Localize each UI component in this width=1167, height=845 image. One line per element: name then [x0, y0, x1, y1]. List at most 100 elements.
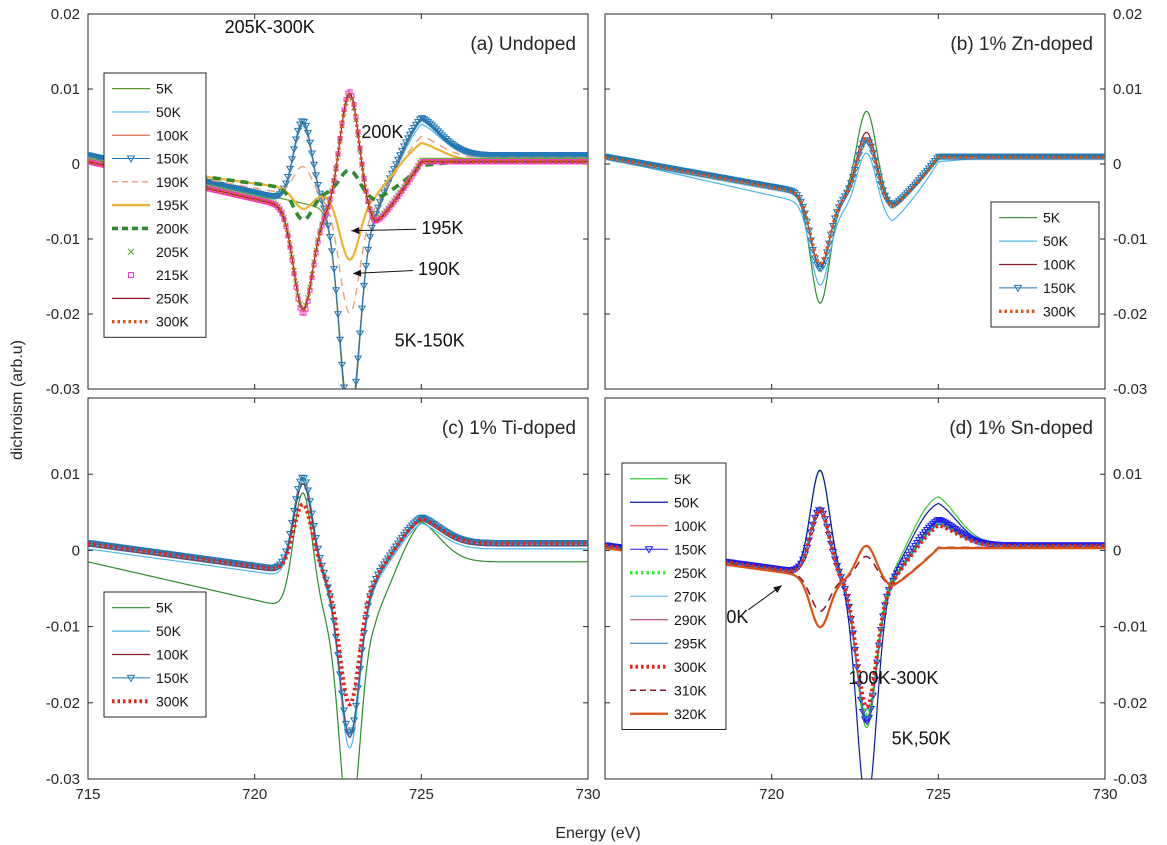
series-a-150k-point: [407, 128, 417, 136]
series-a-150k-point: [333, 311, 343, 319]
series-a-150k-point: [305, 139, 315, 147]
panel-a-ytick-label: 0.01: [51, 81, 80, 98]
legend-a-150k-marker: [126, 155, 136, 164]
series-c-5k-line: [88, 492, 588, 779]
legend-d-50k-label: 50K: [674, 494, 700, 510]
series-c-150k-point: [299, 474, 309, 482]
panel-c-ytick-label: -0.02: [46, 695, 80, 712]
panel-d: -0.03 -0.02 -0.01 0 0.01 720 725 730 (d) 1% Sn-d…: [604, 397, 1147, 803]
legend-d-250k-label: 250K: [674, 565, 707, 581]
series-c-150k-point: [283, 540, 293, 548]
annotation-a-190k: 190K: [418, 259, 460, 279]
annotation-a-200k: 200K: [361, 122, 403, 142]
panel-b-ytick-label: 0: [1113, 156, 1121, 173]
series-a-150k-point: [583, 152, 588, 160]
legend-d-290k-label: 290K: [674, 612, 707, 628]
legend-a-195k-label: 195K: [156, 197, 189, 213]
legend-a-215k-marker: [128, 272, 134, 279]
annotation-a-arrowhead: [351, 227, 360, 235]
legend-a: 5K 50K 100K 150K 190K 195K 200K 205K 215K 250K 300…: [103, 72, 207, 338]
series-a-150k-point: [373, 204, 383, 212]
series-c-300k-line: [88, 502, 588, 707]
series-a-150k-point: [281, 180, 291, 188]
series-a-150k-point: [367, 224, 377, 232]
annotation-a-205k-300k: 205K-300K: [225, 17, 315, 37]
panel-d-xtick-label: 730: [1092, 786, 1117, 803]
series-a-150k-point: [301, 122, 311, 130]
legend-d-300k-label: 300K: [674, 659, 707, 675]
panel-c-ytick-label: 0.01: [51, 466, 80, 483]
series-c-150k-point: [305, 498, 315, 506]
series-c-150k-point: [285, 530, 295, 538]
series-a-150k-point: [397, 147, 407, 155]
legend-d-150k-marker: [644, 546, 654, 554]
series-a-150k-point: [429, 124, 439, 132]
series-a-150k-point: [307, 150, 317, 158]
series-a-150k-point: [391, 161, 401, 169]
series-c-150k-point: [333, 652, 343, 660]
series-a-150k-point: [351, 378, 361, 386]
series-a-150k-point: [311, 172, 321, 180]
series-c-150k-point: [291, 496, 301, 504]
legend-b-50k-label: 50K: [1043, 233, 1069, 249]
series-a-150k-point: [425, 120, 435, 128]
series-a-150k-point: [405, 131, 415, 139]
series-a-150k-point: [409, 124, 419, 132]
legend-a-205k-marker: [127, 248, 135, 256]
panel-d-ytick-label: -0.03: [1113, 771, 1147, 788]
panel-d-xtick-label: 725: [926, 786, 951, 803]
series-a-150k-point: [395, 152, 405, 160]
series-c-150k-point: [347, 727, 357, 735]
series-a-150k-point: [329, 266, 339, 274]
x-axis-title: Energy (eV): [555, 825, 640, 842]
legend-c-300k-label: 300K: [156, 693, 189, 709]
series-a-150k-point: [291, 136, 301, 144]
legend-c-150k-marker: [126, 674, 136, 683]
panel-d-xtick-label: 720: [759, 786, 784, 803]
legend-d-270k-label: 270K: [674, 588, 707, 604]
series-a-150k-point: [331, 287, 341, 295]
panel-a-ytick-label: 0.02: [51, 6, 80, 23]
panel-c-ytick-label: -0.03: [46, 771, 80, 788]
panel-d-ytick-label: -0.02: [1113, 695, 1147, 712]
series-a-150k-point: [303, 130, 313, 138]
panel-b-series: [605, 110, 1105, 304]
series-a-150k-point: [287, 156, 297, 164]
series-c-150k-point: [323, 584, 333, 592]
series-a-150k-point: [285, 165, 295, 173]
series-b-150k-point: [806, 237, 816, 245]
panel-c: -0.03 -0.02 -0.01 0 0.01 715 720 725 730 (c) 1% T…: [46, 397, 601, 803]
panel-d-ytick-label: 0.01: [1113, 466, 1142, 483]
series-b-150k-point: [790, 190, 800, 198]
series-b-150k-point: [812, 261, 822, 269]
panel-b-ytick-label: 0.01: [1113, 81, 1142, 98]
legend-d-310k-label: 310K: [674, 682, 707, 698]
series-b-150k-point: [866, 143, 876, 151]
panel-b-ytick-label: 0.02: [1113, 6, 1142, 23]
series-a-150k-point: [363, 246, 373, 254]
legend-a-215k-label: 215K: [156, 267, 189, 283]
legend-a-190k-label: 190K: [156, 174, 189, 190]
series-a-150k-point: [283, 174, 293, 181]
panel-c-xtick-label: 715: [75, 786, 100, 803]
legend-b: 5K 50K 100K 150K 300K: [990, 201, 1100, 328]
series-a-150k-point: [439, 134, 449, 142]
annotation-a-arrow: [351, 228, 417, 232]
series-a-150k-point: [423, 119, 433, 126]
panel-c-xtick-label: 720: [242, 786, 267, 803]
series-a-150k-point: [433, 128, 443, 136]
series-c-150k-point: [315, 554, 325, 562]
legend-c-100k-label: 100K: [156, 647, 189, 663]
legend-b-150k-marker: [1013, 284, 1023, 293]
legend-b-300k-label: 300K: [1043, 303, 1076, 319]
panel-d-ytick-label: -0.01: [1113, 619, 1147, 636]
panel-c-ytick-label: 0: [72, 542, 80, 559]
panel-b-ytick-label: -0.02: [1113, 306, 1147, 323]
panel-c-ytick-label: -0.01: [46, 619, 80, 636]
series-b-150k-point: [854, 152, 864, 160]
series-c-150k-point: [351, 702, 361, 710]
series-c-150k-point: [583, 540, 588, 547]
series-a-150k-point: [437, 132, 447, 140]
series-a-150k-point: [293, 127, 303, 135]
